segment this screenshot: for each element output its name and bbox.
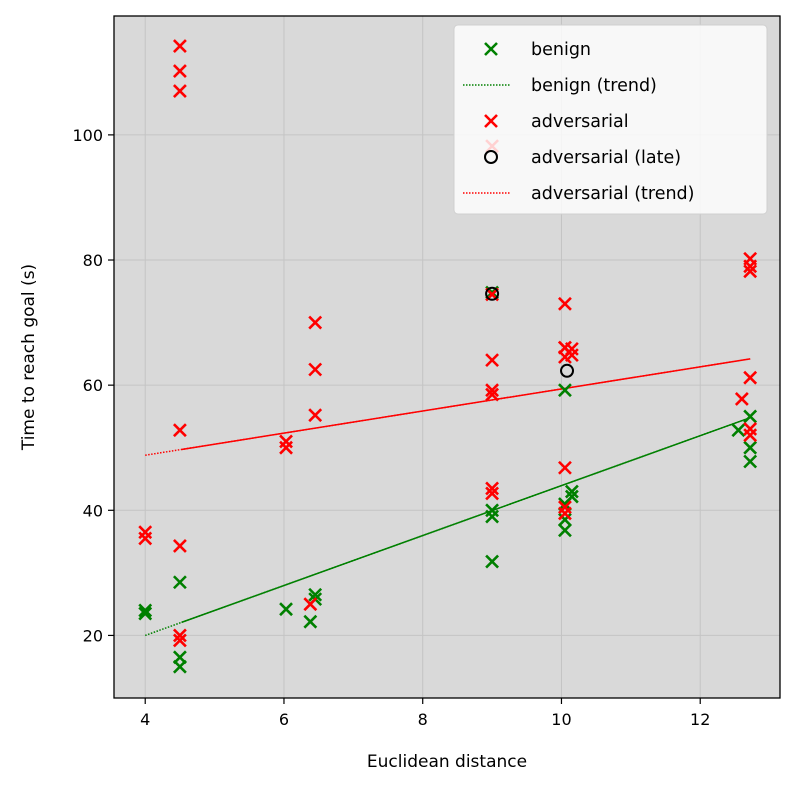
trend-line — [181, 416, 751, 624]
adversarial-point — [172, 423, 187, 438]
legend-label: adversarial — [531, 112, 629, 132]
x-tick-label: 10 — [551, 710, 571, 729]
legend-label: adversarial (late) — [531, 148, 681, 168]
benign-point — [138, 603, 153, 618]
legend-label: adversarial (trend) — [531, 184, 695, 204]
x-axis-label: Euclidean distance — [367, 752, 527, 772]
adversarial-point — [172, 39, 187, 53]
benign-point — [743, 409, 758, 424]
adversarial-point — [564, 341, 579, 356]
legend-label: benign (trend) — [531, 76, 657, 96]
y-tick-label: 80 — [83, 251, 103, 270]
adversarial-point — [485, 481, 500, 496]
adversarial-point — [743, 428, 758, 443]
benign-point — [138, 606, 153, 621]
adversarial-point — [172, 64, 187, 78]
benign-point — [731, 423, 746, 438]
benign-point — [564, 489, 579, 504]
adversarial-late-point — [485, 286, 500, 301]
adversarial-point — [172, 539, 187, 553]
adversarial-point — [308, 315, 323, 330]
benign-point — [564, 484, 579, 499]
benign-point — [558, 523, 572, 538]
adversarial-point — [172, 633, 187, 648]
y-tick-label: 60 — [83, 376, 103, 395]
benign-point — [172, 659, 187, 674]
legend-label: benign — [531, 40, 591, 60]
adversarial-late-legend-marker — [484, 150, 498, 164]
benign-point — [172, 575, 187, 590]
benign-point — [743, 454, 758, 469]
benign-legend-marker — [484, 42, 498, 56]
adversarial-point — [743, 259, 758, 274]
benign-point — [743, 440, 758, 455]
benign-point — [308, 587, 323, 602]
y-tick-label: 100 — [72, 126, 103, 145]
y-tick-label: 20 — [83, 626, 103, 645]
adversarial-late-point — [560, 363, 575, 378]
benign-point — [279, 602, 293, 617]
adversarial-point — [485, 383, 500, 398]
x-tick-label: 8 — [418, 710, 428, 729]
x-axis-ticks: 4 6 8 10 12 — [140, 698, 710, 729]
adversarial-point — [138, 531, 153, 546]
adversarial-point — [485, 486, 500, 501]
adversarial-point — [308, 362, 323, 377]
adversarial-point — [485, 353, 500, 368]
legend: benign benign (trend) adversarial adversari… — [453, 24, 768, 215]
adversarial-point — [743, 264, 758, 279]
y-axis-ticks: 20 40 60 80 100 — [72, 126, 114, 645]
y-axis-label: Time to reach goal (s) — [19, 264, 39, 451]
benign-point — [303, 614, 318, 629]
adversarial-point — [279, 440, 293, 455]
data-points — [138, 39, 758, 674]
adversarial-point — [303, 597, 318, 612]
adversarial-point — [734, 392, 749, 406]
y-tick-label: 40 — [83, 501, 103, 520]
benign-point — [485, 554, 500, 569]
benign-point — [558, 383, 572, 398]
adversarial-point — [743, 370, 758, 385]
adversarial-point — [172, 628, 187, 643]
benign-point — [485, 509, 500, 524]
plot-frame — [113, 15, 781, 699]
adversarial-point — [558, 460, 572, 475]
adversarial-point — [558, 296, 572, 311]
adversarial-point — [485, 387, 500, 402]
legend-box — [453, 24, 768, 215]
trend-lines — [144, 358, 751, 637]
x-tick-label: 4 — [140, 710, 150, 729]
adversarial-point — [308, 408, 323, 423]
adversarial-point — [172, 84, 187, 99]
trend-line — [181, 358, 751, 451]
x-tick-label: 12 — [690, 710, 710, 729]
adversarial-point — [558, 506, 572, 521]
x-tick-label: 6 — [279, 710, 289, 729]
adversarial-legend-marker — [484, 114, 498, 128]
